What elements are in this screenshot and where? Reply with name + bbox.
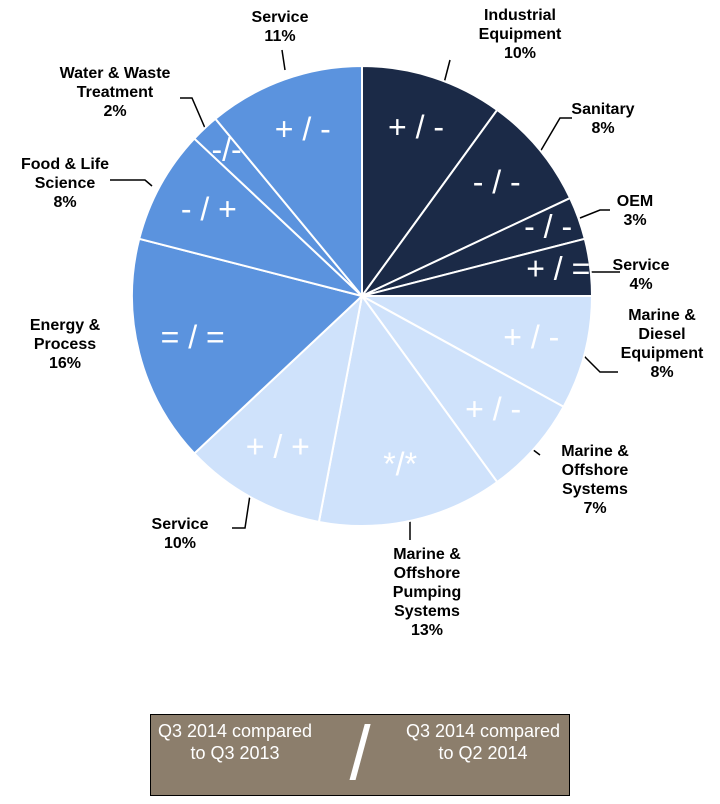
slice-annotation: + / - [503, 319, 559, 355]
slice-label: Service 10% [130, 515, 230, 553]
value-label: 11% [264, 28, 296, 45]
slice-annotation: + / - [275, 111, 331, 147]
category-label: Marine & Offshore Pumping Systems [392, 546, 462, 620]
slice [317, 293, 499, 527]
slice [361, 108, 572, 297]
slice-label: Service 11% [220, 8, 340, 46]
slice-annotation: -/- [211, 131, 241, 167]
category-label: Food & Life Science [21, 156, 109, 192]
legend-left: Q3 2014 compared to Q3 2013 [157, 721, 313, 763]
value-label: 4% [629, 276, 653, 293]
slice [361, 295, 594, 409]
slice [361, 295, 565, 484]
slice-label: Marine & Offshore Pumping Systems 13% [372, 545, 482, 640]
slice-label: Water & Waste Treatment 2% [40, 64, 190, 121]
value-label: 8% [650, 364, 674, 381]
value-label: 10% [163, 535, 197, 552]
leader-line [281, 49, 286, 71]
category-label: Sanitary [571, 101, 635, 118]
slice-label: Service 4% [606, 256, 676, 294]
slice-label: Marine & Offshore Systems 7% [540, 442, 650, 518]
category-label: Marine & Offshore Systems [561, 443, 629, 498]
slice-label: Sanitary 8% [548, 100, 658, 138]
legend: Q3 2014 compared to Q3 2013 / Q3 2014 co… [150, 711, 570, 796]
value-label: 7% [583, 500, 607, 517]
slice-annotation: + / + [246, 429, 310, 465]
leader-line [539, 117, 572, 153]
slice-annotation: - / - [524, 208, 572, 244]
leader-line [579, 209, 610, 219]
category-label: Water & Waste Treatment [59, 65, 171, 101]
category-label: OEM [616, 193, 654, 210]
value-label: 2% [103, 103, 127, 120]
slice-label: OEM 3% [600, 192, 670, 230]
slice-annotation: + / - [388, 109, 444, 145]
slice [131, 237, 365, 455]
slice [213, 64, 363, 299]
value-label: 8% [53, 194, 77, 211]
category-label: Energy & Process [29, 317, 101, 353]
category-label: Service [251, 9, 309, 26]
value-label: 3% [623, 212, 647, 229]
legend-right: Q3 2014 compared to Q2 2014 [405, 721, 561, 763]
slice-annotation: */* [383, 446, 417, 482]
slice-annotation: = / = [161, 319, 225, 355]
slice-annotation: - / - [473, 164, 521, 200]
category-label: Service [151, 516, 209, 533]
slice-annotation: - / + [181, 191, 237, 227]
leader-line [180, 97, 206, 129]
category-label: Service [612, 257, 670, 274]
slice-label: Energy & Process 16% [15, 316, 115, 373]
value-label: 10% [503, 45, 537, 62]
value-label: 16% [48, 355, 82, 372]
slice-label: Industrial Equipment 10% [455, 6, 585, 63]
slice-label: Marine & Diesel Equipment 8% [612, 306, 712, 382]
leader-line [232, 494, 251, 529]
slice [138, 137, 363, 297]
leader-line [110, 179, 153, 187]
value-label: 13% [410, 622, 444, 639]
slice [192, 293, 364, 524]
slices [131, 64, 594, 527]
slice-annotation: + / - [465, 391, 521, 427]
slice-annotation: + / = [526, 251, 590, 287]
slice [361, 64, 499, 300]
category-label: Industrial Equipment [478, 7, 562, 43]
leader-line [579, 351, 618, 373]
legend-separator: / [349, 711, 371, 796]
value-label: 8% [591, 120, 615, 137]
category-label: Marine & Diesel Equipment [620, 307, 704, 362]
slice-label: Food & Life Science 8% [5, 155, 125, 212]
